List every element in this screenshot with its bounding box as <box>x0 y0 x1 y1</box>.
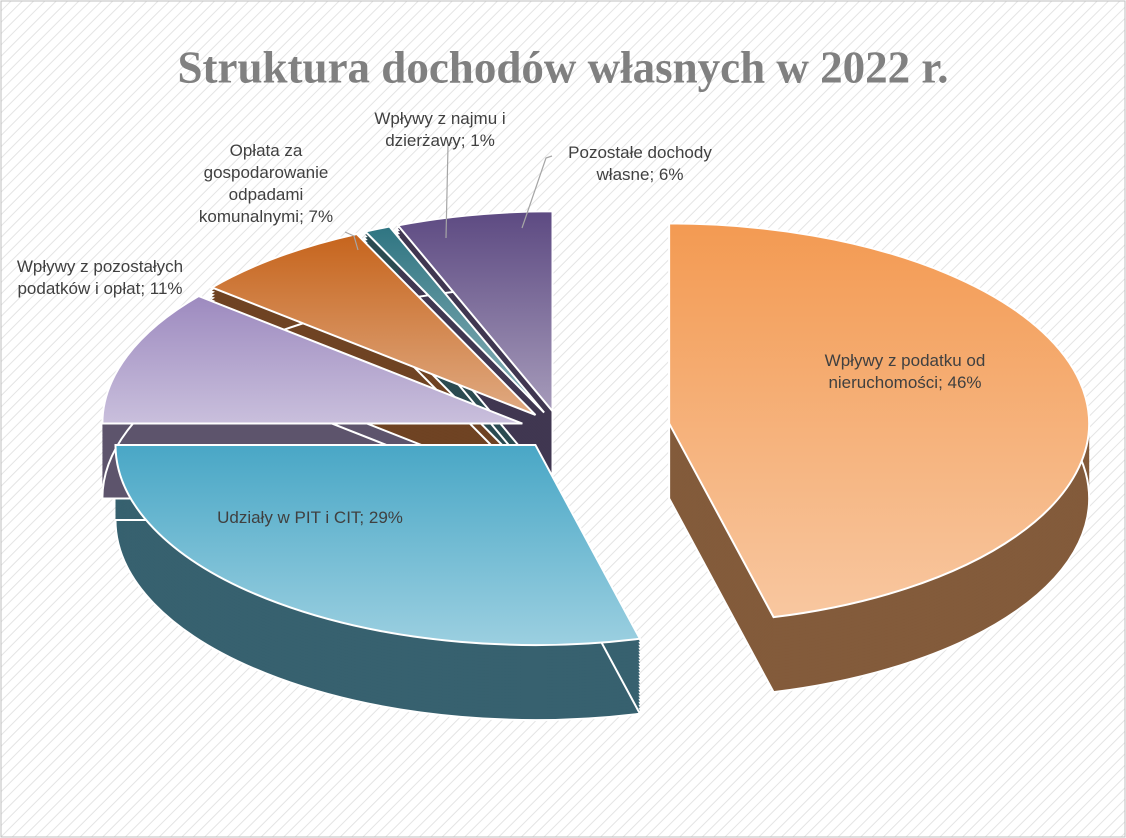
leader-lines <box>344 141 553 251</box>
leader-line <box>344 231 359 251</box>
chart-title: Struktura dochodów własnych w 2022 r. <box>178 42 949 92</box>
label-value: 46% <box>947 373 982 392</box>
leader-line <box>521 155 553 229</box>
slice <box>668 222 1091 619</box>
label-name: Udziały w PIT i CIT <box>217 508 360 527</box>
slice <box>209 232 537 416</box>
data-label: Wpływy z podatku od nieruchomości; 46% <box>800 350 1010 394</box>
data-label: Pozostałe dochody własne; 6% <box>555 142 725 186</box>
pie <box>101 210 1091 722</box>
label-value: 11% <box>149 279 183 298</box>
data-label: Udziały w PIT i CIT; 29% <box>195 507 425 529</box>
label-separator: ; <box>359 508 369 527</box>
data-label: Wpływy z najmu i dzierżawy; 1% <box>360 108 520 152</box>
slice <box>101 294 523 425</box>
label-separator: ; <box>938 373 948 392</box>
label-separator: ; <box>649 165 659 184</box>
slice <box>396 210 554 415</box>
data-label: Opłata za gospodarowanie odpadami komuna… <box>181 140 351 228</box>
label-value: 6% <box>658 165 684 184</box>
label-name: Pozostałe dochody własne <box>568 143 717 184</box>
label-name: Wpływy z najmu i dzierżawy <box>374 109 511 150</box>
slice-side-edge <box>114 519 642 722</box>
label-separator: ; <box>299 207 309 226</box>
data-label: Wpływy z pozostałych podatków i opłat; 1… <box>10 256 190 300</box>
label-name: Wpływy z podatku od nieruchomości <box>824 351 991 392</box>
label-value: 1% <box>470 131 495 150</box>
label-separator: ; <box>460 131 471 150</box>
leader-line <box>445 141 453 239</box>
slice <box>363 225 545 414</box>
slice <box>114 444 642 647</box>
label-name: Wpływy z pozostałych podatków i opłat <box>16 257 188 298</box>
label-name: Opłata za gospodarowanie odpadami komuna… <box>198 141 334 226</box>
label-value: 29% <box>368 508 403 527</box>
label-separator: ; <box>140 279 150 298</box>
label-value: 7% <box>308 207 334 226</box>
